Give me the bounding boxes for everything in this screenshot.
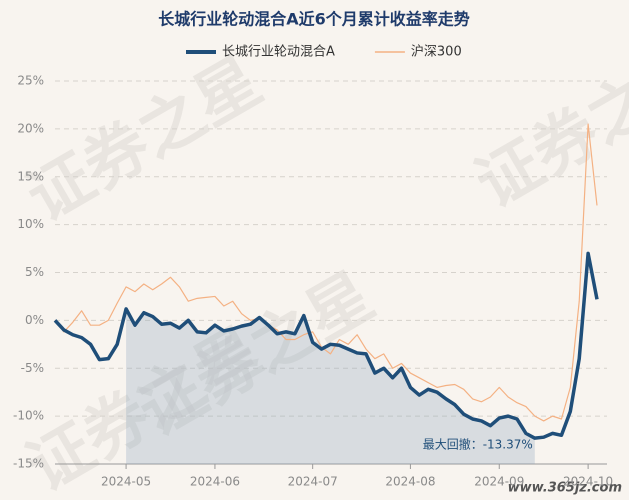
- chart-title: 长城行业轮动混合A近6个月累计收益率走势: [158, 10, 470, 29]
- watermark: 证券之星: [464, 31, 629, 223]
- legend-label: 长城行业轮动混合A: [222, 45, 335, 60]
- drawdown-area: [126, 308, 535, 464]
- series-line: [54, 123, 598, 422]
- x-tick-label: 2024-06: [190, 475, 240, 489]
- x-tick-label: 2024-05: [101, 475, 151, 489]
- series-line: [53, 251, 599, 440]
- y-tick-label: 25%: [17, 74, 44, 88]
- y-tick-label: 10%: [17, 217, 44, 231]
- x-tick-label: 2024-07: [288, 475, 338, 489]
- x-tick-label: 2024-10: [563, 475, 613, 489]
- y-tick-label: -5%: [21, 361, 44, 375]
- y-tick-label: 15%: [17, 169, 44, 183]
- y-tick-label: -10%: [13, 409, 44, 423]
- x-tick-label: 2024-08: [385, 475, 435, 489]
- drawdown-annotation: 最大回撤：-13.37%: [423, 437, 533, 452]
- x-tick-label: 2024-09: [474, 475, 524, 489]
- watermark: 证券之星: [15, 44, 274, 236]
- site-label: www.365jz.com: [508, 481, 622, 496]
- y-tick-label: 20%: [17, 121, 44, 135]
- legend-label: 沪深300: [411, 44, 462, 60]
- y-tick-label: 0%: [25, 313, 44, 327]
- y-tick-label: 5%: [25, 265, 44, 279]
- y-tick-label: -15%: [13, 457, 44, 471]
